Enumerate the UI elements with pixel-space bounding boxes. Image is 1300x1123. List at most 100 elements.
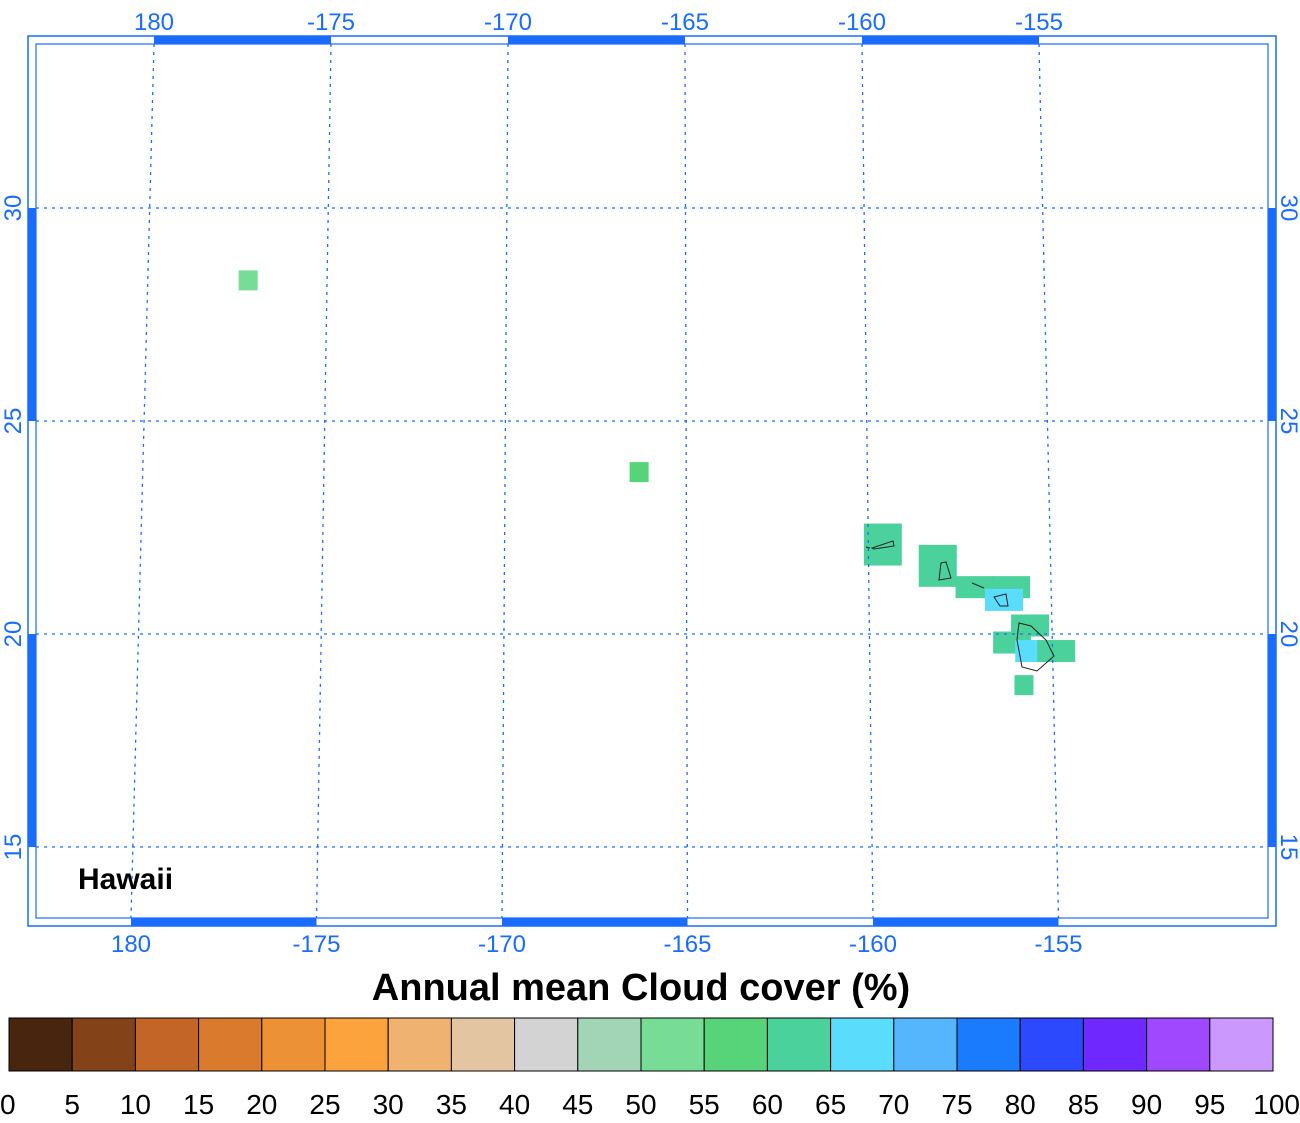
colorbar-label: 95 <box>1194 1089 1225 1120</box>
colorbar-box <box>514 1017 579 1072</box>
colorbar-box <box>450 1017 516 1072</box>
colorbar-label: 75 <box>941 1089 972 1120</box>
colorbar-box <box>261 1017 326 1072</box>
colorbar-box <box>1209 1017 1274 1072</box>
lat-tick-label-right: 20 <box>1275 621 1300 648</box>
axis-bar-right <box>1268 634 1276 847</box>
colorbar-box <box>893 1017 958 1072</box>
colorbar-label: 35 <box>436 1089 467 1120</box>
colorbar-label: 40 <box>499 1089 530 1120</box>
colorbar-label: 5 <box>64 1089 80 1120</box>
colorbar-label: 85 <box>1068 1089 1099 1120</box>
graticule <box>36 43 1268 919</box>
meridian-line <box>501 43 509 919</box>
colorbar-box <box>1019 1017 1084 1072</box>
axis-bar-top <box>862 36 1039 44</box>
colorbar-box <box>71 1017 136 1072</box>
cloud-cover-cell <box>918 544 957 587</box>
colorbar-title: Annual mean Cloud cover (%) <box>372 967 910 1009</box>
longitude-ticks-bottom: 180 -175 -170 -165 -160 -155 <box>111 918 1083 958</box>
lon-tick-label-bottom: -175 <box>292 931 340 958</box>
colorbar-box <box>324 1017 389 1072</box>
meridian-line <box>861 43 874 919</box>
colorbar-box <box>1146 1017 1211 1072</box>
colorbar-box <box>830 1017 895 1072</box>
lon-tick-label-top: -155 <box>1015 9 1063 36</box>
lon-tick-label-top: -165 <box>661 9 709 36</box>
cloud-cover-cell <box>1014 675 1034 696</box>
axis-bar-top <box>508 36 685 44</box>
maui-outline <box>993 593 1009 607</box>
latitude-ticks: 30 30 25 25 20 20 15 15 <box>0 195 1300 861</box>
lat-tick-label-right: 30 <box>1275 195 1300 222</box>
colorbar-label: 70 <box>878 1089 909 1120</box>
region-label: Hawaii <box>78 863 173 896</box>
axis-bar-bottom <box>502 918 688 926</box>
lat-tick-label-left: 30 <box>0 195 27 222</box>
kauai-outline <box>870 540 895 550</box>
colorbar-labels: 0 5 10 15 20 25 30 35 40 45 50 55 60 65 70 75 80 85 90 95 10… <box>0 1089 1300 1120</box>
meridian-line <box>1038 43 1060 919</box>
colorbar: Annual mean Cloud cover (%) 0 5 10 15 20 25 30… <box>0 967 1300 1120</box>
map-panel: 180 -175 -170 -165 -160 -155 180 -175 -170 -165 -… <box>0 9 1300 958</box>
lon-tick-label-top: -175 <box>307 9 355 36</box>
colorbar-label: 10 <box>120 1089 151 1120</box>
lat-tick-label-left: 20 <box>0 621 27 648</box>
axis-bar-top <box>154 36 331 44</box>
molokai-outline <box>971 582 985 589</box>
map-outer-frame <box>27 35 1277 927</box>
colorbar-box <box>766 1017 832 1072</box>
colorbar-label: 0 <box>0 1089 16 1120</box>
axis-bar-bottom <box>131 918 317 926</box>
colorbar-box <box>1082 1017 1148 1072</box>
colorbar-label: 25 <box>309 1089 340 1120</box>
lon-tick-label-top: 180 <box>134 9 174 36</box>
lat-tick-label-right: 15 <box>1275 834 1300 861</box>
colorbar-label: 50 <box>625 1089 656 1120</box>
oahu-outline <box>938 561 952 581</box>
colorbar-label: 55 <box>689 1089 720 1120</box>
axis-bar-right <box>1268 208 1276 421</box>
axis-bar-left <box>28 634 36 847</box>
cloud-cover-cell <box>238 270 258 291</box>
meridian-line <box>315 43 332 919</box>
colorbar-box <box>640 1017 705 1072</box>
lon-tick-label-bottom: -160 <box>849 931 897 958</box>
niihau-outline <box>865 546 871 549</box>
colorbar-label: 20 <box>246 1089 277 1120</box>
lon-tick-label-top: -160 <box>838 9 886 36</box>
cloud-cover-cell <box>629 462 649 483</box>
colorbar-label: 15 <box>183 1089 214 1120</box>
colorbar-label: 45 <box>562 1089 593 1120</box>
lon-tick-label-bottom: -155 <box>1034 931 1082 958</box>
axis-bar-left <box>28 208 36 421</box>
lon-tick-label-bottom: -170 <box>478 931 526 958</box>
meridian-line <box>684 43 689 919</box>
colorbar-box <box>387 1017 452 1072</box>
cloud-cover-cells <box>238 270 1076 696</box>
axis-bar-bottom <box>873 918 1059 926</box>
colorbar-boxes <box>8 1017 1274 1072</box>
colorbar-box <box>956 1017 1021 1072</box>
colorbar-box <box>134 1017 200 1072</box>
lat-tick-label-left: 15 <box>0 834 27 861</box>
colorbar-box <box>577 1017 642 1072</box>
cloud-cover-cell <box>955 576 994 599</box>
colorbar-box <box>703 1017 768 1072</box>
colorbar-label: 60 <box>752 1089 783 1120</box>
cloud-cover-cell <box>1037 640 1076 663</box>
cloud-cover-cell <box>984 588 1023 611</box>
lon-tick-label-top: -170 <box>484 9 532 36</box>
colorbar-label: 90 <box>1131 1089 1162 1120</box>
lat-tick-label-right: 25 <box>1275 408 1300 435</box>
island-outlines <box>865 540 1055 672</box>
longitude-ticks-top: 180 -175 -170 -165 -160 -155 <box>134 9 1063 44</box>
colorbar-label: 80 <box>1005 1089 1036 1120</box>
hawaii-island-outline <box>1016 622 1055 672</box>
lon-tick-label-bottom: 180 <box>111 931 151 958</box>
meridian-line <box>130 43 155 919</box>
lat-tick-label-left: 25 <box>0 408 27 435</box>
colorbar-box <box>198 1017 263 1072</box>
colorbar-box <box>8 1017 73 1072</box>
